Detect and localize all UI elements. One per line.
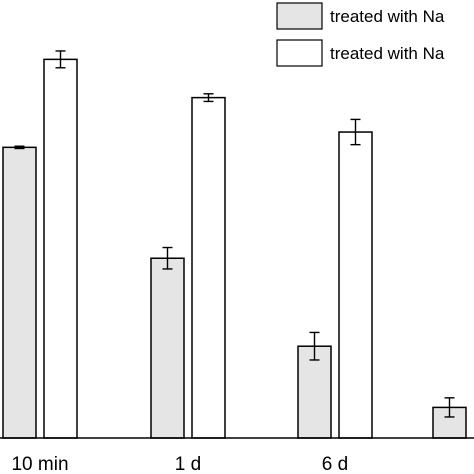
legend: treated with Na treated with Na (276, 2, 445, 67)
error-bar-series-2-2 (350, 118, 361, 146)
legend-swatch-series-1 (276, 2, 323, 30)
error-bar-series-2-1 (203, 93, 214, 103)
error-bar-series-1-1 (162, 246, 173, 270)
bars-layer (2, 58, 467, 439)
x-tick-labels: 10 min 1 d 6 d (11, 454, 348, 474)
legend-label-series-2: treated with Na (330, 44, 445, 63)
x-tick-label: 1 d (175, 454, 201, 474)
x-tick-label: 6 d (322, 454, 348, 474)
error-bar-series-2-0 (55, 50, 66, 69)
error-bar-series-1-3 (444, 397, 455, 418)
legend-swatch-series-2 (276, 39, 323, 67)
bar-series-2-2 (338, 131, 373, 439)
bar-series-1-1 (150, 257, 185, 439)
bar-series-1-2 (297, 345, 332, 439)
bar-series-1-0 (2, 146, 37, 439)
legend-label-series-1: treated with Na (330, 7, 445, 26)
bar-series-2-1 (191, 96, 226, 439)
bar-series-2-0 (43, 58, 78, 439)
x-tick-label: 10 min (11, 454, 68, 474)
error-bars-layer (14, 50, 455, 418)
error-bar-series-1-2 (309, 331, 320, 361)
error-bar-series-1-0 (14, 145, 25, 150)
